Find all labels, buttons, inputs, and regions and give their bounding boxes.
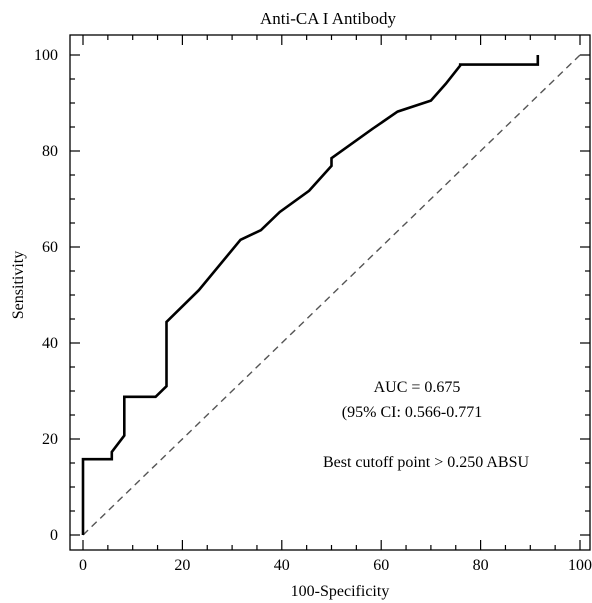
y-tick-label: 60 xyxy=(42,239,58,256)
axis-ticks xyxy=(70,35,590,550)
x-tick-label: 100 xyxy=(568,557,592,574)
best-cutoff-annotation: Best cutoff point > 0.250 ABSU xyxy=(323,454,530,471)
y-tick-label: 0 xyxy=(50,527,58,544)
y-axis-label: Sensitivity xyxy=(10,251,27,319)
y-tick-label: 100 xyxy=(34,47,58,64)
y-tick-label: 80 xyxy=(42,143,58,160)
x-tick-label: 40 xyxy=(274,557,290,574)
x-tick-label: 20 xyxy=(174,557,190,574)
auc-annotation: AUC = 0.675 xyxy=(374,379,461,396)
y-tick-label: 20 xyxy=(42,431,58,448)
chart-title: Anti-CA I Antibody xyxy=(260,9,397,28)
x-tick-label: 80 xyxy=(473,557,489,574)
plot-frame xyxy=(69,34,591,551)
axis-tick-labels: 0 20 40 60 80 100 0 20 40 60 80 100 xyxy=(34,47,592,574)
x-tick-label: 60 xyxy=(373,557,389,574)
x-tick-label: 0 xyxy=(79,557,87,574)
y-tick-label: 40 xyxy=(42,335,58,352)
x-axis-label: 100-Specificity xyxy=(291,583,390,600)
roc-curve-line xyxy=(81,55,540,535)
confidence-interval-annotation: (95% CI: 0.566-0.771 xyxy=(342,404,482,421)
